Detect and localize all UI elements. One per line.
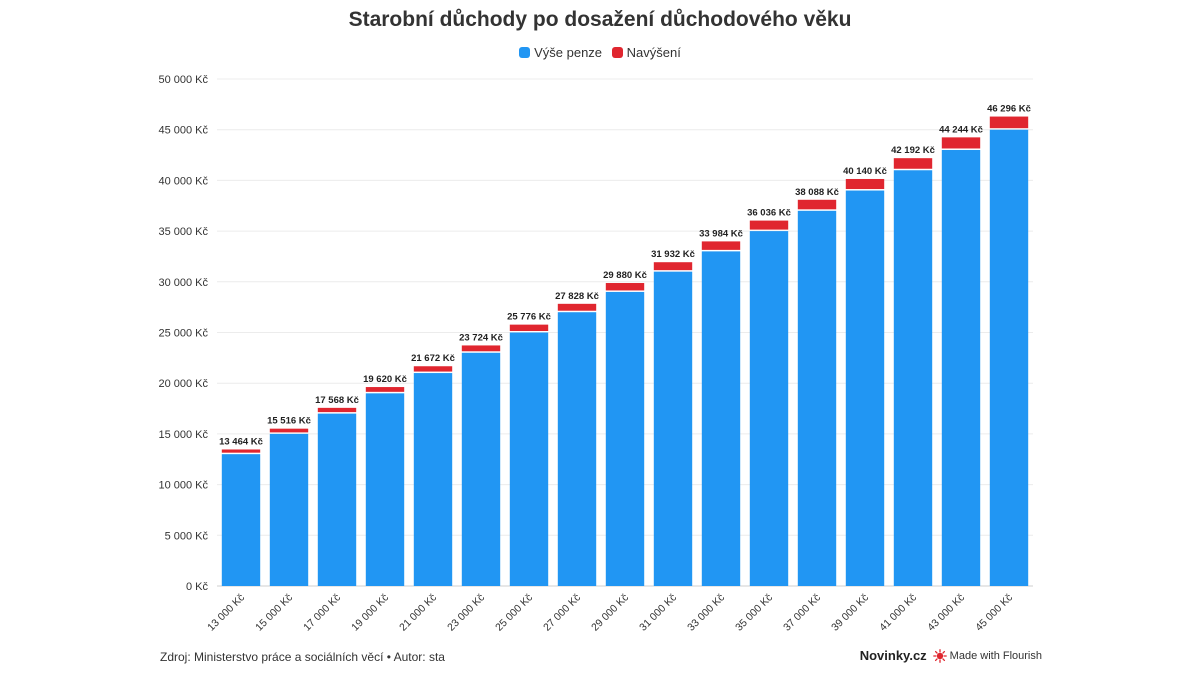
bar-vyse-penze bbox=[749, 231, 789, 586]
total-data-label: 27 828 Kč bbox=[555, 291, 599, 302]
bar-vyse-penze bbox=[413, 373, 453, 586]
total-data-label: 36 036 Kč bbox=[747, 208, 791, 219]
y-tick-label: 25 000 Kč bbox=[158, 328, 208, 340]
bar-vyse-penze bbox=[701, 251, 741, 586]
bar-vyse-penze bbox=[509, 332, 549, 586]
bar-vyse-penze bbox=[365, 393, 405, 586]
bar-vyse-penze bbox=[557, 312, 597, 586]
x-tick-label: 27 000 Kč bbox=[541, 592, 583, 634]
x-tick-label: 37 000 Kč bbox=[781, 592, 823, 634]
total-data-label: 23 724 Kč bbox=[459, 332, 503, 343]
y-tick-label: 15 000 Kč bbox=[158, 429, 208, 441]
x-tick-label: 23 000 Kč bbox=[445, 592, 487, 634]
bar-navyseni bbox=[893, 158, 933, 169]
legend-item-navyseni[interactable]: Navýšení bbox=[611, 45, 681, 60]
y-tick-label: 5 000 Kč bbox=[165, 530, 209, 542]
bar-navyseni bbox=[221, 449, 261, 453]
x-tick-label: 29 000 Kč bbox=[589, 592, 631, 634]
total-data-label: 40 140 Kč bbox=[843, 166, 887, 177]
legend-label: Navýšení bbox=[626, 45, 681, 60]
flourish-icon bbox=[932, 648, 947, 663]
x-tick-label: 31 000 Kč bbox=[637, 592, 679, 634]
total-data-label: 42 192 Kč bbox=[891, 145, 935, 156]
source-note: Zdroj: Ministerstvo práce a sociálních v… bbox=[160, 650, 445, 664]
bar-navyseni bbox=[701, 241, 741, 250]
x-tick-label: 39 000 Kč bbox=[829, 592, 871, 634]
total-data-label: 25 776 Kč bbox=[507, 312, 551, 323]
chart-title: Starobní důchody po dosažení důchodového… bbox=[348, 8, 852, 31]
bar-navyseni bbox=[605, 283, 645, 291]
bar-vyse-penze bbox=[797, 210, 837, 586]
bar-vyse-penze bbox=[653, 271, 693, 586]
total-data-label: 29 880 Kč bbox=[603, 270, 647, 281]
bar-vyse-penze bbox=[461, 352, 501, 586]
bar-navyseni bbox=[461, 345, 501, 352]
legend-swatch-red bbox=[611, 47, 623, 58]
total-data-label: 44 244 Kč bbox=[939, 124, 983, 135]
y-tick-label: 45 000 Kč bbox=[158, 125, 208, 137]
bar-navyseni bbox=[749, 220, 789, 230]
chart-legend: Výše penze Navýšení bbox=[0, 45, 1200, 61]
bar-navyseni bbox=[557, 303, 597, 311]
bar-vyse-penze bbox=[221, 454, 261, 586]
legend-swatch-blue bbox=[519, 47, 531, 58]
bar-vyse-penze bbox=[269, 433, 309, 586]
flourish-link[interactable]: Made with Flourish bbox=[932, 648, 1042, 663]
legend-label: Výše penze bbox=[534, 45, 603, 60]
brand-logo[interactable]: Novinky.cz bbox=[859, 648, 927, 663]
total-data-label: 15 516 Kč bbox=[267, 416, 311, 427]
y-tick-label: 30 000 Kč bbox=[158, 277, 208, 289]
bar-navyseni bbox=[509, 324, 549, 331]
y-tick-label: 10 000 Kč bbox=[158, 480, 208, 492]
bar-vyse-penze bbox=[893, 170, 933, 586]
bar-vyse-penze bbox=[845, 190, 885, 587]
y-tick-label: 35 000 Kč bbox=[158, 226, 208, 238]
x-tick-label: 41 000 Kč bbox=[877, 592, 919, 634]
x-tick-label: 45 000 Kč bbox=[973, 592, 1015, 634]
bar-navyseni bbox=[317, 407, 357, 413]
x-tick-label: 33 000 Kč bbox=[685, 592, 727, 634]
total-data-label: 19 620 Kč bbox=[363, 374, 407, 385]
y-tick-label: 50 000 Kč bbox=[158, 74, 208, 86]
bar-vyse-penze bbox=[605, 291, 645, 586]
total-data-label: 13 464 Kč bbox=[219, 436, 263, 447]
total-data-label: 33 984 Kč bbox=[699, 228, 743, 239]
x-tick-label: 21 000 Kč bbox=[397, 592, 439, 634]
x-tick-label: 25 000 Kč bbox=[493, 592, 535, 634]
x-tick-label: 15 000 Kč bbox=[253, 592, 295, 634]
y-tick-label: 20 000 Kč bbox=[158, 378, 208, 390]
y-tick-label: 40 000 Kč bbox=[158, 175, 208, 187]
total-data-label: 17 568 Kč bbox=[315, 395, 359, 406]
bar-navyseni bbox=[413, 366, 453, 372]
total-data-label: 21 672 Kč bbox=[411, 353, 455, 364]
bar-navyseni bbox=[365, 387, 405, 392]
made-with-flourish: Made with Flourish bbox=[949, 649, 1042, 662]
total-data-label: 46 296 Kč bbox=[987, 104, 1031, 115]
x-tick-label: 43 000 Kč bbox=[925, 592, 967, 634]
x-tick-label: 35 000 Kč bbox=[733, 592, 775, 634]
footer-branding: Novinky.cz Made with Flourish bbox=[860, 648, 1042, 663]
bar-navyseni bbox=[845, 178, 885, 190]
x-tick-label: 13 000 Kč bbox=[205, 592, 247, 634]
legend-item-vyse-penze[interactable]: Výše penze bbox=[519, 45, 602, 60]
x-tick-label: 17 000 Kč bbox=[301, 592, 343, 634]
bar-vyse-penze bbox=[989, 129, 1029, 586]
bar-vyse-penze bbox=[941, 149, 981, 587]
y-tick-label: 0 Kč bbox=[186, 581, 209, 593]
bar-navyseni bbox=[941, 137, 981, 149]
bar-navyseni bbox=[269, 428, 309, 433]
x-tick-label: 19 000 Kč bbox=[349, 592, 391, 634]
total-data-label: 31 932 Kč bbox=[651, 249, 695, 260]
bar-navyseni bbox=[989, 116, 1029, 129]
bar-vyse-penze bbox=[317, 413, 357, 586]
total-data-label: 38 088 Kč bbox=[795, 187, 839, 198]
bar-navyseni bbox=[653, 262, 693, 271]
bar-navyseni bbox=[797, 199, 837, 210]
